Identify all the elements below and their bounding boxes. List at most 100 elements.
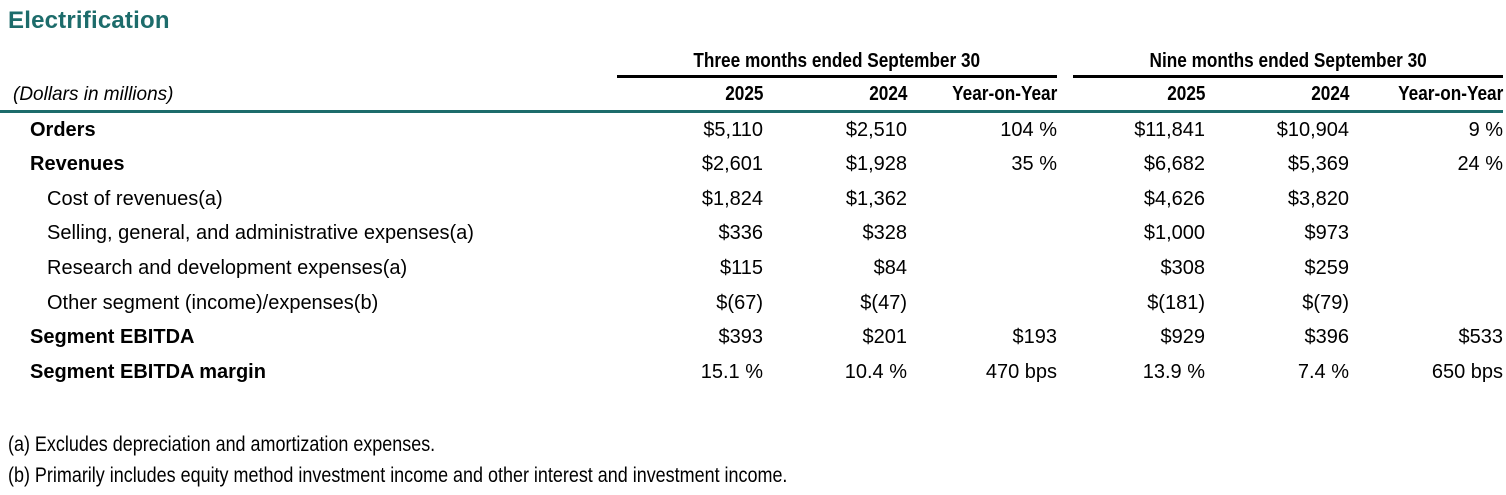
- cell-3mo-yoy: [907, 284, 1057, 319]
- cell-3mo-2024: $(47): [860, 291, 907, 314]
- row-label: Research and development expenses(a): [47, 256, 408, 279]
- cell-9mo-2024: $396: [1304, 326, 1350, 349]
- column-gap: [1057, 353, 1073, 388]
- col-header-9mo-yoy: Year-on-Year: [1349, 76, 1504, 113]
- period-header-three-months-label: Three months ended September 30: [693, 49, 981, 72]
- cell-3mo-2024: $1,362: [845, 187, 907, 210]
- page-title: Electrification: [8, 7, 170, 34]
- cell-3mo-2025: $115: [719, 256, 763, 279]
- cell-3mo-2025: $2,601: [701, 153, 763, 176]
- cell-9mo-2025: $(181): [1147, 291, 1205, 314]
- cell-9mo-2025: $4,626: [1143, 187, 1205, 210]
- cell-3mo-2024: $1,928: [845, 153, 907, 176]
- column-gap: [1057, 284, 1073, 319]
- row-label: Cost of revenues(a): [47, 187, 223, 210]
- table-row-segment-ebitda-margin: Segment EBITDA margin 15.1 % 10.4 % 470 …: [0, 353, 1503, 388]
- cell-9mo-2025: $929: [1160, 326, 1206, 349]
- period-header-nine-months-label: Nine months ended September 30: [1149, 49, 1427, 72]
- cell-9mo-2024: $(79): [1302, 291, 1349, 314]
- cell-9mo-yoy: 9 %: [1468, 118, 1504, 141]
- column-gap: [1057, 76, 1073, 113]
- cell-3mo-yoy: [907, 249, 1057, 284]
- cell-9mo-yoy: 24 %: [1457, 153, 1504, 176]
- cell-3mo-2025: $393: [718, 326, 764, 349]
- cell-9mo-yoy: $533: [1458, 326, 1504, 349]
- col-header-9mo-2024: 2024: [1205, 76, 1349, 113]
- cell-3mo-2025: $1,824: [701, 187, 763, 210]
- col-header-3mo-yoy-label: Year-on-Year: [951, 82, 1057, 105]
- cell-3mo-2024: 10.4 %: [844, 360, 907, 383]
- row-label: Selling, general, and administrative exp…: [47, 222, 474, 245]
- col-header-9mo-2025-label: 2025: [1166, 82, 1205, 105]
- cell-3mo-2025: $336: [718, 222, 764, 245]
- cell-3mo-yoy: 35 %: [1011, 153, 1057, 176]
- column-gap: [1057, 215, 1073, 250]
- table-row-cost-of-revenues: Cost of revenues(a) $1,824 $1,362 $4,626…: [0, 180, 1503, 215]
- row-label: Other segment (income)/expenses(b): [47, 291, 379, 314]
- column-header-row: (Dollars in millions) 2025 2024 Year-on-…: [0, 76, 1504, 113]
- col-header-9mo-yoy-label: Year-on-Year: [1397, 82, 1504, 105]
- cell-9mo-2025: $308: [1160, 256, 1206, 279]
- col-header-3mo-2024-label: 2024: [868, 82, 907, 105]
- table-row-sga-expenses: Selling, general, and administrative exp…: [0, 215, 1503, 250]
- cell-9mo-2024: $259: [1304, 256, 1350, 279]
- row-label: Segment EBITDA: [30, 326, 195, 349]
- dollars-in-millions-note: (Dollars in millions): [0, 76, 617, 113]
- cell-9mo-2024: $973: [1304, 222, 1350, 245]
- cell-3mo-2024: $84: [873, 256, 907, 279]
- period-header-row: Three months ended September 30 Nine mon…: [0, 42, 1504, 78]
- cell-3mo-yoy: [907, 180, 1057, 215]
- col-header-3mo-yoy: Year-on-Year: [907, 76, 1057, 113]
- table-row-other-segment: Other segment (income)/expenses(b) $(67)…: [0, 284, 1503, 319]
- footnote-a: (a) Excludes depreciation and amortizati…: [8, 433, 436, 456]
- table-row-segment-ebitda: Segment EBITDA $393 $201 $193 $929 $396 …: [0, 319, 1503, 354]
- financial-table: Three months ended September 30 Nine mon…: [0, 42, 1504, 388]
- cell-3mo-yoy: 470 bps: [985, 360, 1057, 383]
- cell-9mo-yoy: [1349, 249, 1503, 284]
- row-label: Segment EBITDA margin: [30, 360, 266, 383]
- col-header-3mo-2025-label: 2025: [724, 82, 763, 105]
- cell-3mo-2025: $(67): [716, 291, 763, 314]
- cell-9mo-2024: $3,820: [1287, 187, 1349, 210]
- cell-9mo-2024: 7.4 %: [1297, 360, 1349, 383]
- period-header-three-months: Three months ended September 30: [617, 42, 1057, 78]
- cell-3mo-yoy: $193: [1012, 326, 1058, 349]
- row-label: Orders: [30, 118, 96, 141]
- col-header-3mo-2025: 2025: [617, 76, 763, 113]
- cell-9mo-2025: $1,000: [1143, 222, 1205, 245]
- column-gap: [1057, 249, 1073, 284]
- col-header-3mo-2024: 2024: [763, 76, 907, 113]
- footnotes: (a) Excludes depreciation and amortizati…: [8, 430, 920, 491]
- table-row-revenues: Revenues $2,601 $1,928 35 % $6,682 $5,36…: [0, 146, 1503, 181]
- cell-9mo-yoy: [1349, 180, 1503, 215]
- cell-9mo-yoy: 650 bps: [1431, 360, 1504, 383]
- cell-9mo-2024: $5,369: [1287, 153, 1349, 176]
- row-label: Revenues: [30, 153, 125, 176]
- column-gap: [1057, 42, 1073, 76]
- cell-9mo-2024: $10,904: [1276, 118, 1349, 141]
- cell-3mo-yoy: 104 %: [1000, 118, 1057, 141]
- cell-3mo-2025: $5,110: [703, 118, 763, 141]
- col-header-9mo-2025: 2025: [1073, 76, 1205, 113]
- cell-9mo-yoy: [1349, 284, 1503, 319]
- cell-9mo-2025: 13.9 %: [1142, 360, 1205, 383]
- column-gap: [1057, 111, 1073, 146]
- table-row-orders: Orders $5,110 $2,510 104 % $11,841 $10,9…: [0, 111, 1503, 146]
- cell-9mo-2025: $11,841: [1134, 118, 1205, 141]
- cell-3mo-2024: $201: [862, 326, 908, 349]
- cell-3mo-2025: 15.1 %: [700, 360, 763, 383]
- footnote-b: (b) Primarily includes equity method inv…: [8, 463, 788, 487]
- col-header-9mo-2024-label: 2024: [1310, 82, 1349, 105]
- empty-cell: [0, 42, 617, 76]
- cell-3mo-2024: $2,510: [845, 118, 907, 141]
- column-gap: [1057, 319, 1073, 354]
- cell-9mo-2025: $6,682: [1143, 153, 1205, 176]
- cell-9mo-yoy: [1349, 215, 1503, 250]
- period-header-nine-months: Nine months ended September 30: [1073, 42, 1504, 78]
- column-gap: [1057, 180, 1073, 215]
- cell-3mo-2024: $328: [862, 222, 908, 245]
- column-gap: [1057, 146, 1073, 181]
- cell-3mo-yoy: [907, 215, 1057, 250]
- table-row-rd-expenses: Research and development expenses(a) $11…: [0, 249, 1503, 284]
